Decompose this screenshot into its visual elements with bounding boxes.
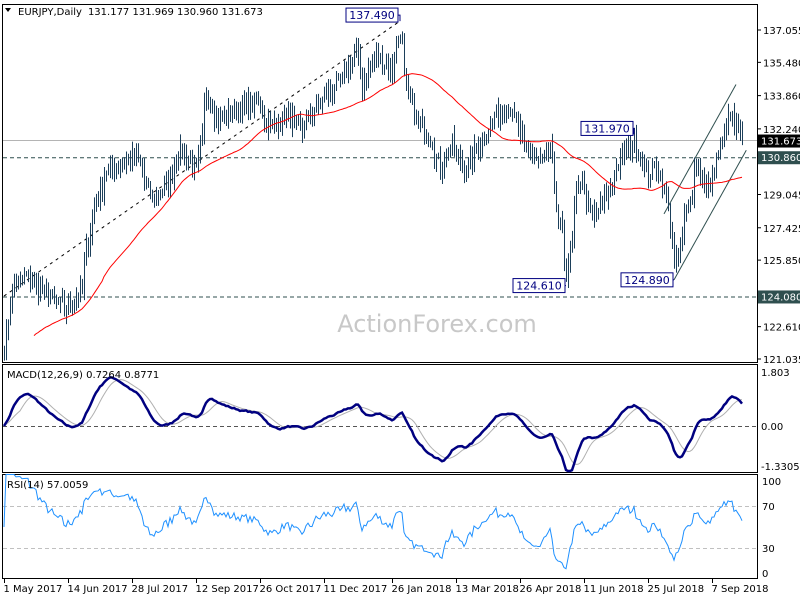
dashed-trendline <box>3 20 401 297</box>
watermark: ActionForex.com <box>337 310 537 338</box>
y-tick-label: 137.055 <box>763 26 800 37</box>
current-price-label-bg <box>758 134 800 148</box>
x-tick-label: 26 Oct 2017 <box>260 584 322 595</box>
rsi-tick-label: 70 <box>762 502 775 513</box>
rsi-axis: 100 70 30 0 <box>762 477 781 580</box>
rsi-tick-label: 30 <box>762 544 775 555</box>
annotation-label: 137.490 <box>349 9 395 22</box>
y-tick-label: 135.480 <box>763 58 800 69</box>
macd-title: MACD(12,26,9) 0.7264 0.8771 <box>7 370 159 381</box>
macd-signal-line <box>3 379 743 465</box>
x-tick-label: 12 Sep 2017 <box>196 584 259 595</box>
x-tick-label: 14 Jun 2017 <box>68 584 128 595</box>
y-tick-label: 127.425 <box>763 224 800 235</box>
annotation-connector <box>633 127 635 135</box>
rsi-tick-label: 0 <box>762 569 768 580</box>
y-tick-label: 129.045 <box>763 191 800 202</box>
price-axis: 137.055 135.480 133.860 132.240 129.045 127.4… <box>757 26 800 366</box>
annotation-label: 124.890 <box>624 274 670 287</box>
x-tick-label: 25 Jul 2018 <box>648 584 705 595</box>
y-tick-label: 121.035 <box>763 355 800 366</box>
level-label-bg <box>758 151 800 165</box>
annotation-label: 131.970 <box>584 122 630 135</box>
x-tick-label: 7 Sep 2018 <box>712 584 769 595</box>
macd-panel <box>2 364 758 473</box>
macd-tick-label: 1.803 <box>761 368 790 379</box>
trendlines <box>3 20 747 297</box>
triangle-down-icon[interactable] <box>5 8 11 12</box>
annotation-label: 124.610 <box>516 280 562 293</box>
moving-average-line <box>33 73 743 336</box>
macd-tick-label: -1.3305 <box>761 462 800 473</box>
rsi-title: RSI(14) 57.0059 <box>7 480 88 491</box>
main-panel <box>2 4 758 363</box>
channel-lower-line <box>673 149 747 281</box>
x-tick-label: 26 Jan 2018 <box>392 584 452 595</box>
current-price-label: 131.673 <box>761 137 800 148</box>
x-tick-label: 28 Jul 2017 <box>132 584 189 595</box>
rsi-tick-label: 100 <box>762 477 781 488</box>
y-tick-label: 125.850 <box>763 256 800 267</box>
channel-upper-line <box>663 84 737 215</box>
y-tick-label: 132.240 <box>763 125 800 136</box>
x-tick-label: 26 Apr 2018 <box>520 584 582 595</box>
y-tick-label: 122.610 <box>763 323 800 334</box>
level-label: 124.080 <box>761 292 800 303</box>
macd-axis: 1.803 0.00 -1.3305 <box>761 368 800 473</box>
x-tick-label: 11 Jun 2018 <box>584 584 644 595</box>
price-annotations: 137.490 131.970 124.610 124.890 <box>345 7 674 294</box>
time-axis: 1 May 2017 14 Jun 2017 28 Jul 2017 12 Sep 2… <box>4 579 769 595</box>
symbol-label: EURJPY,Daily <box>18 7 82 18</box>
annotation-connector <box>398 14 401 22</box>
y-tick-label: 133.860 <box>763 92 800 103</box>
rsi-panel <box>2 474 758 579</box>
price-bars <box>4 31 743 361</box>
x-tick-label: 1 May 2017 <box>4 584 63 595</box>
macd-line <box>2 376 743 473</box>
chart-header: EURJPY,Daily 131.177 131.969 130.960 131.… <box>18 7 263 18</box>
macd-tick-label: 0.00 <box>761 422 783 433</box>
x-tick-label: 13 Mar 2018 <box>456 584 519 595</box>
price-levels <box>3 140 757 298</box>
ohlc-values: 131.177 131.969 130.960 131.673 <box>88 7 263 18</box>
x-tick-label: 11 Dec 2017 <box>324 584 388 595</box>
rsi-line <box>3 474 743 570</box>
level-label-bg <box>758 290 800 304</box>
level-label: 130.860 <box>761 153 800 164</box>
